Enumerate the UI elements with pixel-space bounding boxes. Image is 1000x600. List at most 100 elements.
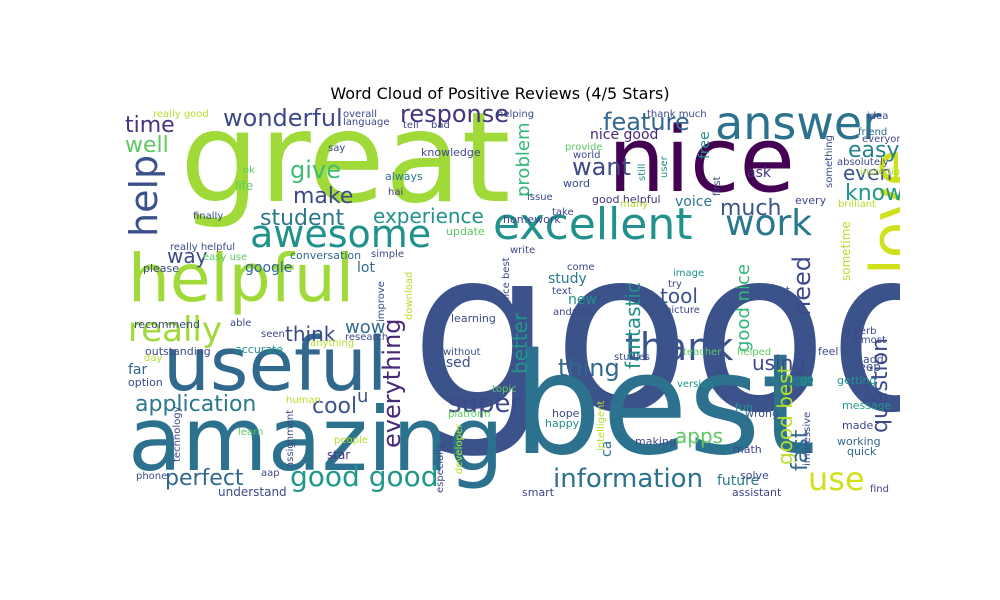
word-new: new <box>568 292 597 308</box>
word-without: without <box>443 347 481 358</box>
word-know: know <box>845 181 900 206</box>
word-intelligent: intelligent <box>596 400 607 451</box>
word-overall: overall <box>343 109 377 120</box>
word-making: making <box>635 435 676 448</box>
word-add: add <box>863 353 884 366</box>
word-nice: nice <box>608 108 795 213</box>
word-platform: platform <box>448 409 491 420</box>
word-easy: easy <box>848 138 900 163</box>
word-talk: talk <box>865 393 884 404</box>
word-sometime: sometime <box>839 221 853 281</box>
word-amazing: amazing <box>128 388 504 491</box>
word-first: first <box>712 175 723 196</box>
word-thing: thing <box>558 354 620 382</box>
word-fun: fun <box>735 401 753 414</box>
word-student: student <box>260 206 345 231</box>
word-nice-good: nice good <box>590 127 659 143</box>
chart-title: Word Cloud of Positive Reviews (4/5 Star… <box>330 84 670 103</box>
word-want: want <box>572 153 631 181</box>
word-developer: developer <box>454 423 465 474</box>
word-superb: superb <box>842 326 877 337</box>
word-thank-much: thank much <box>647 109 707 120</box>
word-better: better <box>508 312 532 374</box>
word-useful: useful <box>163 322 388 408</box>
word-awesome: awesome <box>250 212 432 256</box>
word-take: take <box>552 207 574 218</box>
word-really-helpful: really helpful <box>170 242 236 253</box>
word-star: star <box>327 448 351 462</box>
word-give: give <box>290 156 341 184</box>
word-bad: bad <box>431 120 450 131</box>
word-math: math <box>733 443 762 456</box>
word-information: information <box>553 464 704 494</box>
word-still: still <box>637 163 648 181</box>
word-see: see <box>457 397 475 408</box>
word-made: made <box>842 419 874 432</box>
word-especially: especially <box>435 443 446 493</box>
word-way: way <box>167 244 208 268</box>
word-homework: homework <box>503 213 561 226</box>
word-almost: almost <box>852 335 886 346</box>
word-cloud: good best great nice amazing useful helpful lov… <box>125 108 900 496</box>
word-ask: ask <box>747 165 771 181</box>
word-working: working <box>837 435 881 448</box>
word-always: always <box>385 170 423 183</box>
word-think: think <box>285 322 336 346</box>
word-issue: issue <box>527 192 553 203</box>
word-happy: happy <box>545 417 580 430</box>
word-work: work <box>725 203 813 244</box>
word-day: day <box>144 353 163 364</box>
word-simple: simple <box>371 249 405 260</box>
word-go: go <box>800 373 814 386</box>
word-version: version <box>677 379 714 390</box>
word-good-nice: good nice <box>733 264 754 353</box>
word-picture: picture <box>665 305 700 316</box>
word-text: text <box>552 286 572 297</box>
word-using: using <box>752 351 807 375</box>
word-u: u <box>357 386 369 407</box>
word-user: user <box>659 156 670 178</box>
word-option: option <box>128 376 163 389</box>
word-write: write <box>510 245 536 256</box>
word-life: life <box>235 179 254 193</box>
word-well: well <box>125 133 169 158</box>
word-image: image <box>673 268 705 279</box>
word-android: android <box>553 307 591 318</box>
word-human: human <box>286 395 321 406</box>
word-aap: aap <box>261 468 280 479</box>
word-learning: learning <box>451 312 496 325</box>
word-assistant: assistant <box>732 486 782 496</box>
word-hai: hai <box>388 187 404 198</box>
word-try: try <box>668 279 682 290</box>
word-good-helpful: good helpful <box>592 193 661 206</box>
word-update: update <box>446 225 485 238</box>
word-finally: finally <box>193 211 224 222</box>
word-google: google <box>245 260 293 276</box>
word-people: people <box>334 435 368 446</box>
word-brilliant: brilliant <box>838 199 876 210</box>
word-super: super <box>448 389 522 419</box>
word-far: far <box>128 362 148 378</box>
word-seen: seen <box>261 329 285 340</box>
word-feel: feel <box>818 345 839 358</box>
word-teacher: teacher <box>683 347 722 358</box>
word-many: many <box>620 199 649 210</box>
word-answer: answer <box>715 108 882 150</box>
word-application: application <box>135 392 257 417</box>
word-make: make <box>293 184 354 209</box>
word-everyone: everyone <box>862 134 900 145</box>
word-time: time <box>125 113 175 138</box>
word-even: even <box>843 161 893 185</box>
word-keep: keep <box>852 360 881 374</box>
word-please: please <box>143 262 180 275</box>
word-feature: feature <box>603 108 690 136</box>
word-getting: getting <box>837 374 877 387</box>
word-recommend: recommend <box>134 318 200 331</box>
word-find: find <box>870 484 889 495</box>
word-come: come <box>567 262 595 273</box>
word-impressive: impressive <box>802 411 813 466</box>
word-wonderful: wonderful <box>223 108 343 132</box>
word-use: use <box>808 460 865 496</box>
word-tell: tell <box>403 120 419 131</box>
